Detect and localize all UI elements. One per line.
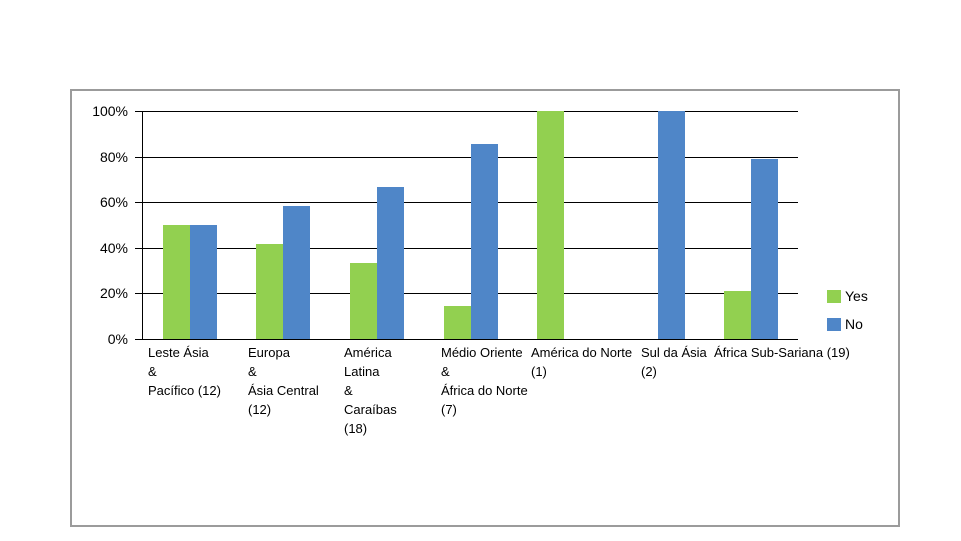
y-tick-mark-0 bbox=[135, 339, 143, 340]
bar-no-category-0 bbox=[189, 225, 217, 339]
x-category-label-0: Leste Ásia & Pacífico (12) bbox=[148, 345, 221, 398]
x-category-label-3: Médio Oriente & África do Norte (7) bbox=[441, 345, 528, 417]
chart-frame: 0% 20% 40% 60% 80% 100% Leste Ásia & Pacífico… bbox=[70, 89, 900, 527]
gridline-100 bbox=[143, 111, 798, 112]
legend: Yes No bbox=[827, 287, 868, 343]
bar-yes-category-0 bbox=[162, 225, 190, 339]
bar-yes-category-1 bbox=[256, 243, 284, 339]
legend-no-label: No bbox=[845, 316, 863, 332]
legend-item-no: No bbox=[827, 315, 868, 333]
y-tick-label-80pct: 80% bbox=[99, 148, 128, 165]
y-tick-label-20pct: 20% bbox=[99, 285, 128, 302]
y-tick-mark-60 bbox=[135, 202, 143, 204]
y-tick-mark-80 bbox=[135, 156, 143, 158]
y-tick-mark-40 bbox=[135, 247, 143, 249]
x-category-label-1: Europa & Ásia Central (12) bbox=[248, 345, 319, 417]
y-tick-label-40pct: 40% bbox=[99, 239, 128, 256]
y-tick-mark-20 bbox=[135, 293, 143, 295]
bar-yes-category-2 bbox=[349, 263, 377, 339]
bar-yes-category-3 bbox=[443, 306, 471, 339]
bar-no-category-3 bbox=[470, 143, 498, 339]
y-axis-tick-labels: 0% 20% 40% 60% 80% 100% bbox=[72, 103, 128, 347]
bar-no-category-2 bbox=[376, 186, 404, 339]
x-category-label-5: Sul da Ásia (2) bbox=[641, 345, 707, 379]
x-category-label-4: América do Norte (1) bbox=[531, 345, 633, 379]
legend-yes-label: Yes bbox=[845, 288, 868, 304]
legend-yes-swatch bbox=[827, 289, 841, 303]
legend-no-swatch bbox=[827, 317, 841, 331]
bar-no-category-1 bbox=[283, 206, 311, 339]
y-tick-label-0pct: 0% bbox=[107, 331, 128, 347]
plot-area: Leste Ásia & Pacífico (12) Europa & Ásia … bbox=[135, 111, 850, 436]
bar-no-category-5 bbox=[657, 111, 685, 339]
y-tick-label-100pct: 100% bbox=[92, 103, 128, 119]
x-category-label-6: África Sub-Sariana (19) bbox=[714, 345, 850, 360]
bar-no-category-6 bbox=[751, 159, 779, 339]
bar-yes-category-6 bbox=[724, 290, 752, 339]
y-tick-label-60pct: 60% bbox=[99, 194, 128, 211]
y-tick-mark-100 bbox=[135, 111, 143, 112]
x-category-label-2: América Latina & Caraíbas (18) bbox=[344, 345, 397, 436]
bar-yes-category-4 bbox=[537, 111, 565, 339]
legend-item-yes: Yes bbox=[827, 287, 868, 305]
